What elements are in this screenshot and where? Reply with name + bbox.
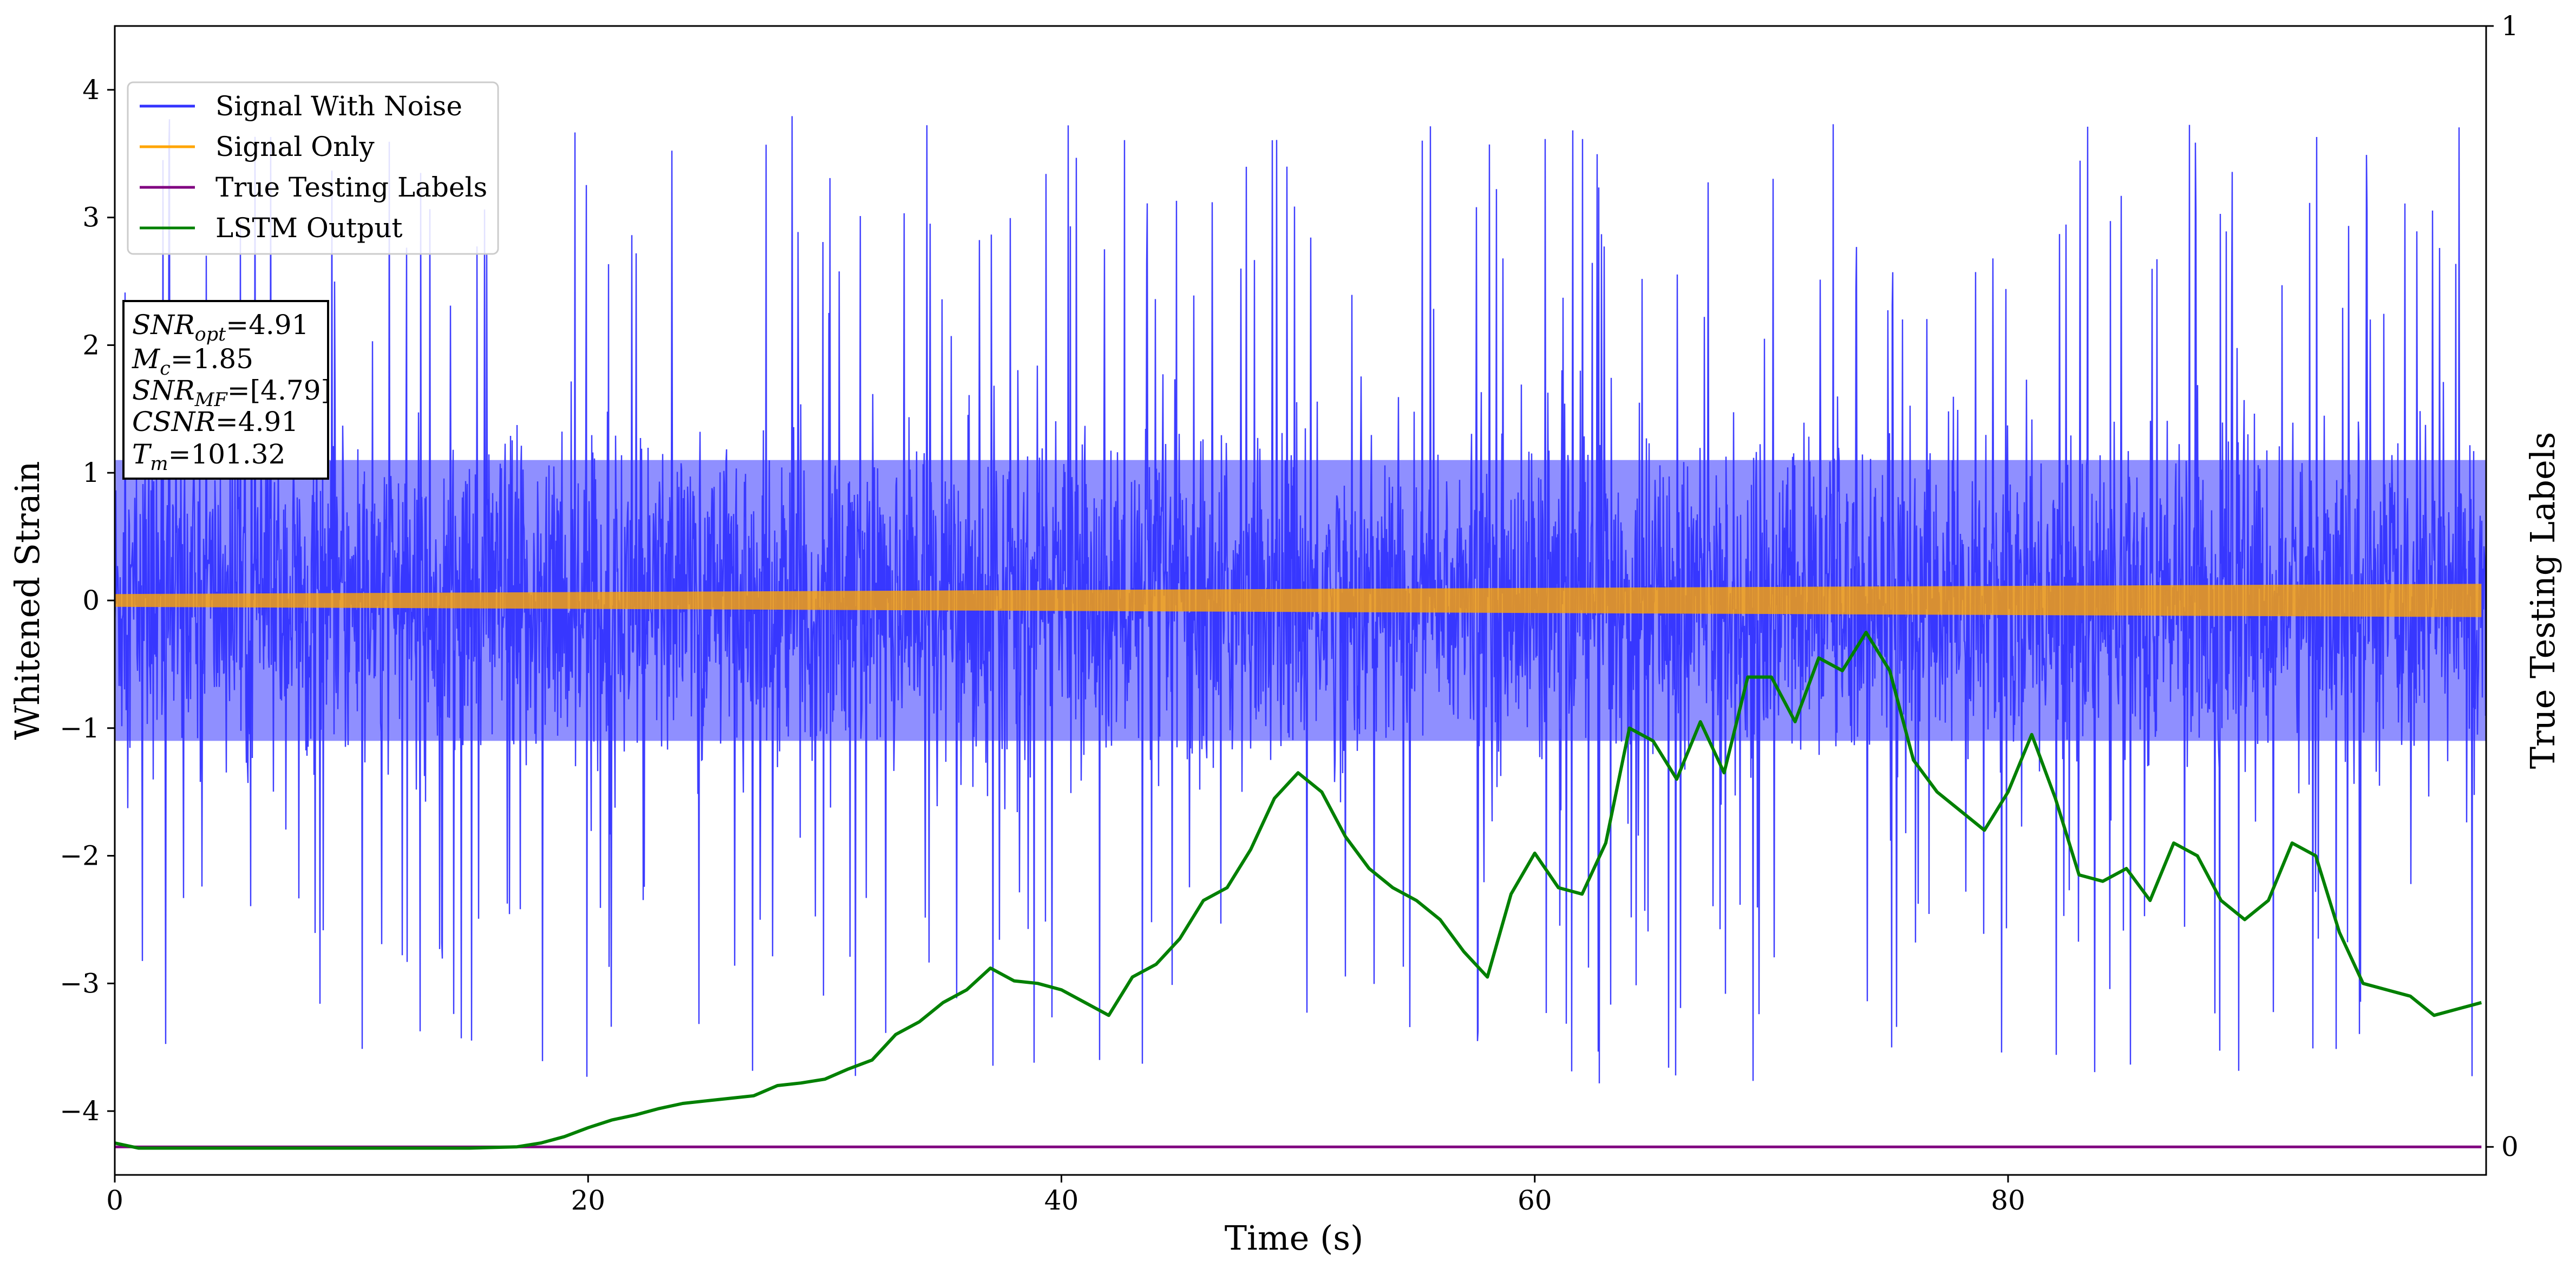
legend: Signal With Noise Signal Only True Testi… [127, 81, 499, 255]
x-tick-label: 60 [1518, 1185, 1552, 1216]
legend-label-lstm-output: LSTM Output [215, 212, 402, 244]
y-tick-label: 4 [82, 74, 100, 106]
stats-mc: Mc=1.85 [132, 343, 253, 380]
series-signal-only [115, 584, 2482, 617]
y-axis-title: Whitened Strain [8, 461, 47, 740]
y-tick-label: 2 [82, 329, 100, 361]
stats-csnr: CSNR=4.91 [132, 406, 298, 437]
stats-tm: Tm=101.32 [132, 439, 285, 475]
x-tick-label: 40 [1044, 1185, 1079, 1216]
y-tick-label: −4 [60, 1095, 100, 1127]
stats-snr-opt: SNRopt=4.91 [132, 309, 309, 345]
stats-annotation: SNRopt=4.91 Mc=1.85 SNRMF=[4.79] CSNR=4.… [122, 300, 331, 480]
stats-box [122, 300, 329, 480]
legend-label-true-testing-labels: True Testing Labels [215, 172, 487, 203]
x-tick-label: 20 [571, 1185, 605, 1216]
y-tick-label: 1 [82, 457, 100, 488]
stats-snr-mf: SNRMF=[4.79] [132, 375, 331, 411]
x-tick-label: 0 [106, 1185, 123, 1216]
legend-label-signal-with-noise: Signal With Noise [215, 90, 462, 122]
x-axis-title: Time (s) [1225, 1218, 1364, 1258]
y-right-tick-label: 1 [2501, 10, 2519, 42]
plot-area [115, 116, 2486, 1150]
y-tick-label: −3 [60, 968, 100, 999]
legend-label-signal-only: Signal Only [215, 131, 375, 162]
y-tick-label: −2 [60, 840, 100, 872]
y-right-tick-label: 0 [2501, 1131, 2519, 1162]
y-tick-label: 3 [82, 202, 100, 233]
y-tick-label: 0 [82, 585, 100, 616]
legend-frame [127, 81, 499, 255]
y-axis-right-title: True Testing Labels [2523, 432, 2562, 769]
y-tick-label: −1 [60, 713, 100, 744]
series-lstm-output [115, 630, 2482, 1150]
x-tick-label: 80 [1991, 1185, 2025, 1216]
